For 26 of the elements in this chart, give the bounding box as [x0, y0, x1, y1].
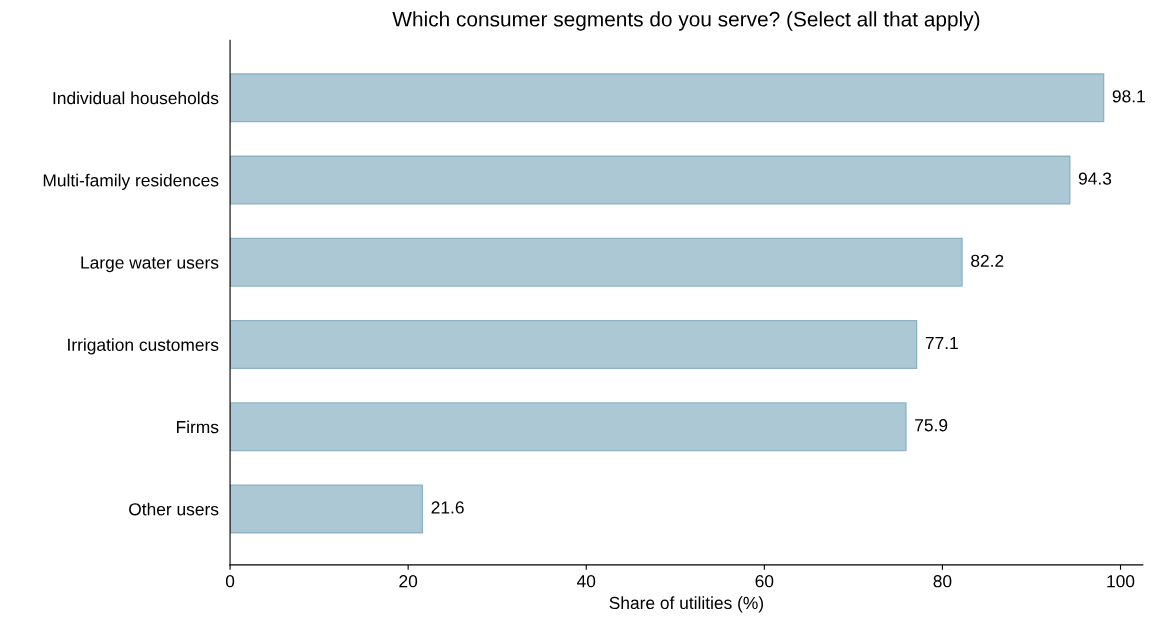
bar: [230, 155, 1071, 205]
x-tick-label: 60: [755, 575, 774, 588]
y-tick-label: Large water users: [81, 256, 219, 273]
y-tick-label: Irrigation customers: [68, 338, 219, 355]
y-tick-label: Multi-family residences: [43, 173, 219, 190]
x-tick-label: 100: [1107, 575, 1135, 588]
bar: [230, 402, 907, 452]
y-tick-label: Individual households: [53, 91, 219, 105]
y-tick-label: Firms: [176, 420, 219, 434]
bar: [230, 484, 424, 534]
x-axis-title: Share of utilities (%): [609, 596, 764, 613]
data-label: 98.1: [1112, 90, 1145, 103]
bar: [230, 237, 963, 287]
bar: [230, 73, 1105, 123]
x-tick-label: 80: [933, 575, 952, 588]
bar: [230, 319, 918, 370]
data-label: 82.2: [971, 254, 1004, 267]
y-tick-label: Other users: [129, 502, 219, 516]
data-label: 77.1: [925, 337, 958, 349]
chart-title: Which consumer segments do you serve? (Select all that apply): [392, 11, 980, 31]
x-tick-label: 40: [576, 575, 596, 588]
data-label: 21.6: [431, 501, 464, 514]
data-label: 94.3: [1078, 172, 1112, 185]
data-label: 75.9: [915, 419, 948, 432]
x-tick-label: 20: [399, 575, 418, 588]
x-tick-label: 0: [225, 575, 235, 588]
